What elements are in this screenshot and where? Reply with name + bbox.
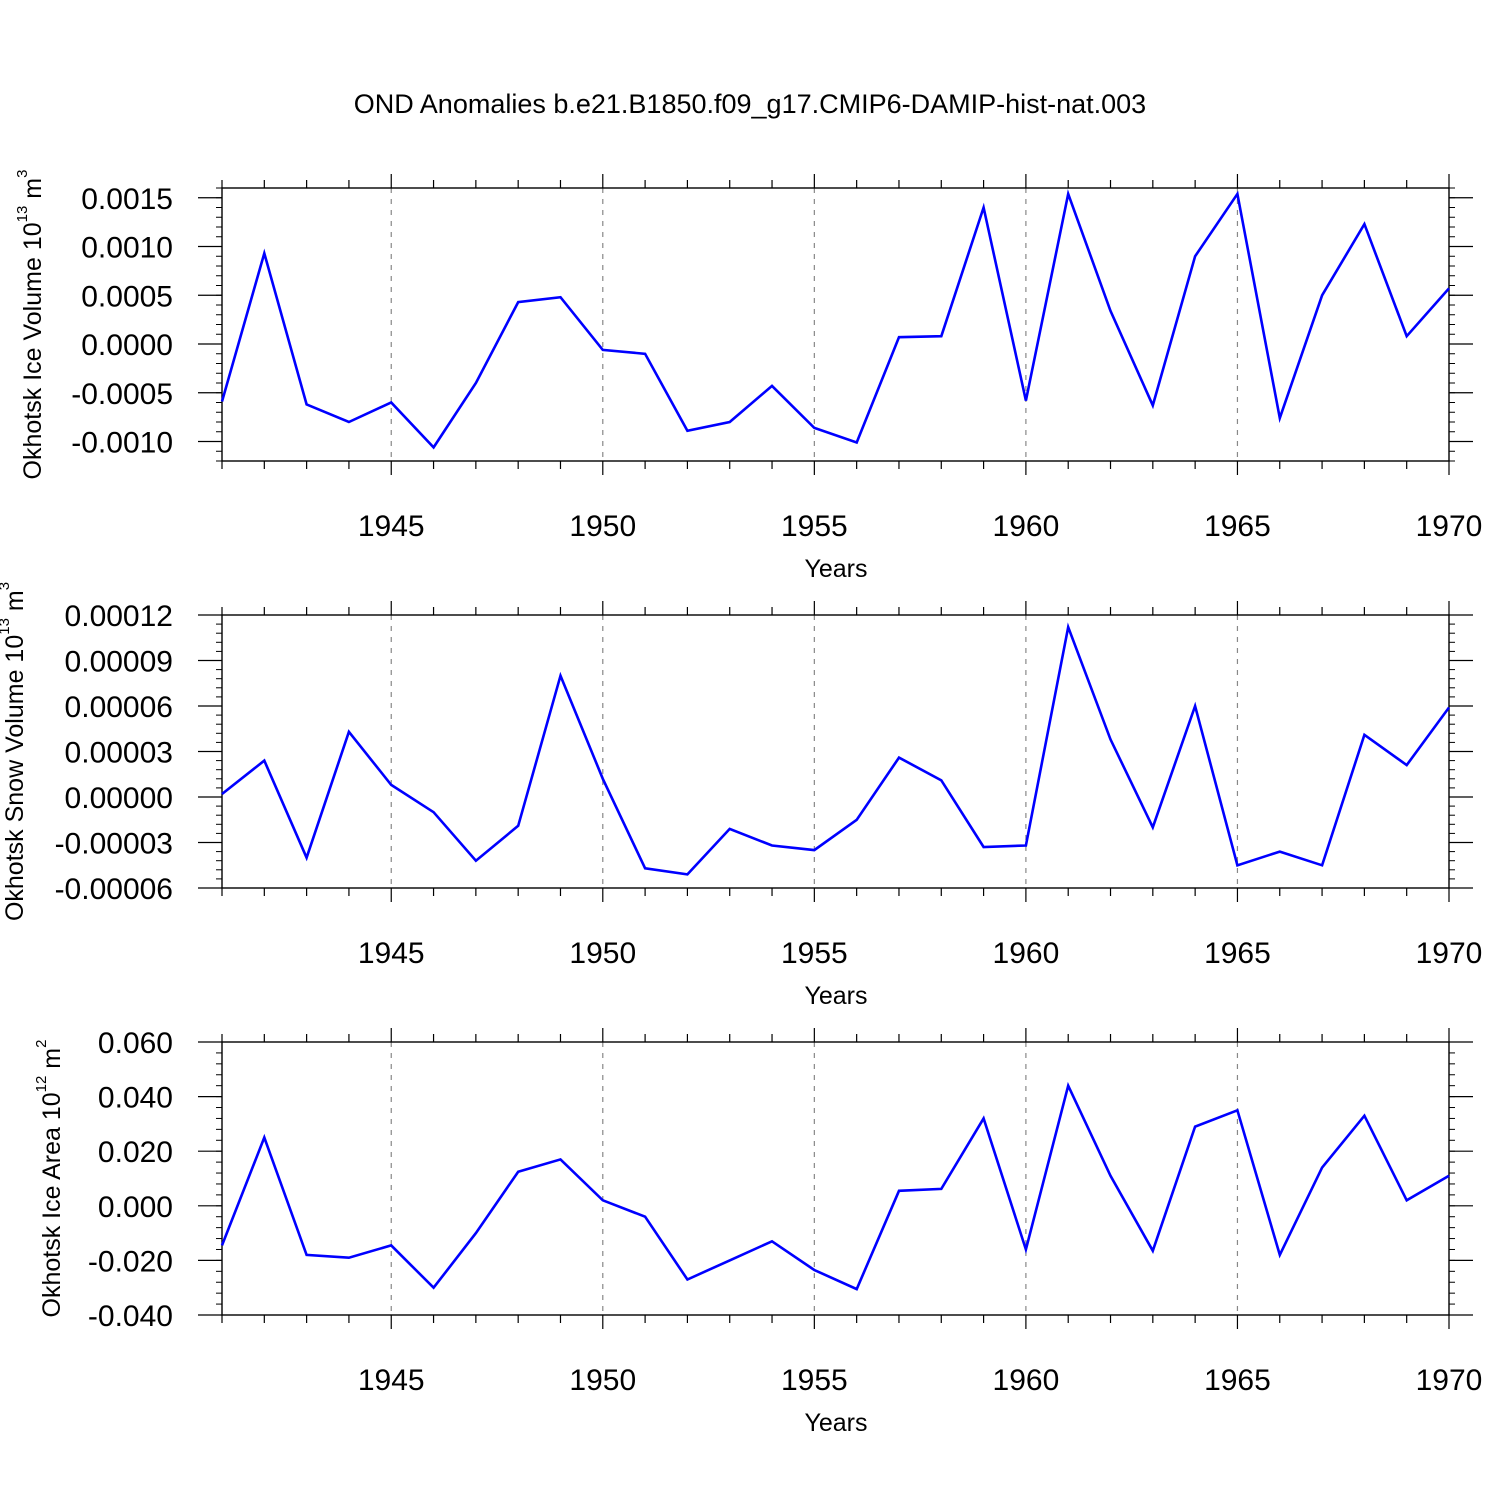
y-tick-label: 0.020 <box>98 1136 173 1169</box>
y-tick-label: 0.000 <box>98 1191 173 1224</box>
y-tick-label: 0.040 <box>98 1082 173 1115</box>
chart-panel-3: -0.040 -0.020 0.000 0.020 0.040 0.060 1945 1950… <box>33 1027 1483 1437</box>
y-axis-label-exponent: 13 <box>0 618 13 635</box>
y-tick-label: -0.00003 <box>55 828 173 861</box>
y-axis-label: Okhotsk Ice Area 1012 m2 <box>33 1040 67 1318</box>
y-tick-label: 0.00006 <box>65 691 173 724</box>
y-tick-label: 0.00000 <box>65 782 173 815</box>
x-tick-label: 1965 <box>1204 1364 1271 1397</box>
y-axis-label-unit-exponent: 3 <box>0 582 13 590</box>
x-tick-label: 1945 <box>358 1364 425 1397</box>
y-tick-label: -0.040 <box>88 1300 173 1333</box>
x-tick-label: 1955 <box>781 510 848 543</box>
y-tick-label: 0.00003 <box>65 737 173 770</box>
y-tick-label: -0.0010 <box>71 427 173 460</box>
y-tick-label: -0.020 <box>88 1245 173 1278</box>
x-tick-label: 1960 <box>993 937 1060 970</box>
x-tick-label: 1955 <box>781 1364 848 1397</box>
x-tick-label: 1965 <box>1204 510 1271 543</box>
y-axis-label-unit-exponent: 2 <box>33 1040 50 1048</box>
y-axis-label: Okhotsk Ice Volume 1013 m3 <box>14 170 48 480</box>
x-tick-label: 1965 <box>1204 937 1271 970</box>
series-line <box>221 622 1451 876</box>
plot-frame <box>221 614 1450 889</box>
x-tick-label: 1945 <box>358 937 425 970</box>
y-tick-label: 0.060 <box>98 1027 173 1060</box>
plot-frame <box>221 1041 1450 1316</box>
figure-title: OND Anomalies b.e21.B1850.f09_g17.CMIP6-… <box>354 89 1146 119</box>
x-tick-label: 1950 <box>569 510 636 543</box>
panels: -0.0010 -0.0005 0.0000 0.0005 0.0010 0.0015 19… <box>0 170 1482 1437</box>
y-tick-label: 0.0015 <box>81 183 173 216</box>
x-tick-label: 1970 <box>1416 1364 1483 1397</box>
y-axis-label: Okhotsk Snow Volume 1013 m3 <box>0 582 29 921</box>
series-line <box>220 189 1450 450</box>
x-tick-label: 1960 <box>993 510 1060 543</box>
y-axis-label-exponent: 13 <box>14 206 31 223</box>
y-axis-label-unit-exponent: 3 <box>14 170 31 178</box>
chart-panel-2: -0.00006 -0.00003 0.00000 0.00003 0.00006 0.0… <box>0 582 1482 1010</box>
x-axis-label: Years <box>804 555 867 583</box>
x-tick-label: 1955 <box>781 937 848 970</box>
y-tick-label: -0.00006 <box>55 873 173 906</box>
y-tick-label: 0.0000 <box>81 329 173 362</box>
x-tick-label: 1970 <box>1416 937 1483 970</box>
y-tick-label: 0.00012 <box>65 600 173 633</box>
y-axis-label-exponent: 12 <box>33 1076 50 1093</box>
chart-panel-1: -0.0010 -0.0005 0.0000 0.0005 0.0010 0.0015 19… <box>14 170 1483 583</box>
y-tick-label: 0.0005 <box>81 280 173 313</box>
series-line <box>220 1081 1450 1291</box>
x-tick-label: 1950 <box>569 1364 636 1397</box>
y-tick-label: 0.00009 <box>65 646 173 679</box>
plot-frame <box>221 187 1450 462</box>
y-axis-label-main: Okhotsk Ice Volume 10 <box>19 222 47 479</box>
x-tick-label: 1960 <box>993 1364 1060 1397</box>
y-axis-label-unit: m <box>38 1048 66 1076</box>
y-axis-label-main: Okhotsk Ice Area 10 <box>38 1092 66 1317</box>
x-tick-label: 1950 <box>569 937 636 970</box>
y-tick-label: 0.0010 <box>81 232 173 265</box>
x-tick-label: 1945 <box>358 510 425 543</box>
y-tick-label: -0.0005 <box>71 378 173 411</box>
y-axis-label-main: Okhotsk Snow Volume 10 <box>1 635 29 921</box>
y-axis-label-unit: m <box>1 590 29 618</box>
y-axis-label-unit: m <box>19 178 47 206</box>
x-tick-label: 1970 <box>1416 510 1483 543</box>
x-axis-label: Years <box>804 1409 867 1437</box>
x-axis-label: Years <box>804 982 867 1010</box>
